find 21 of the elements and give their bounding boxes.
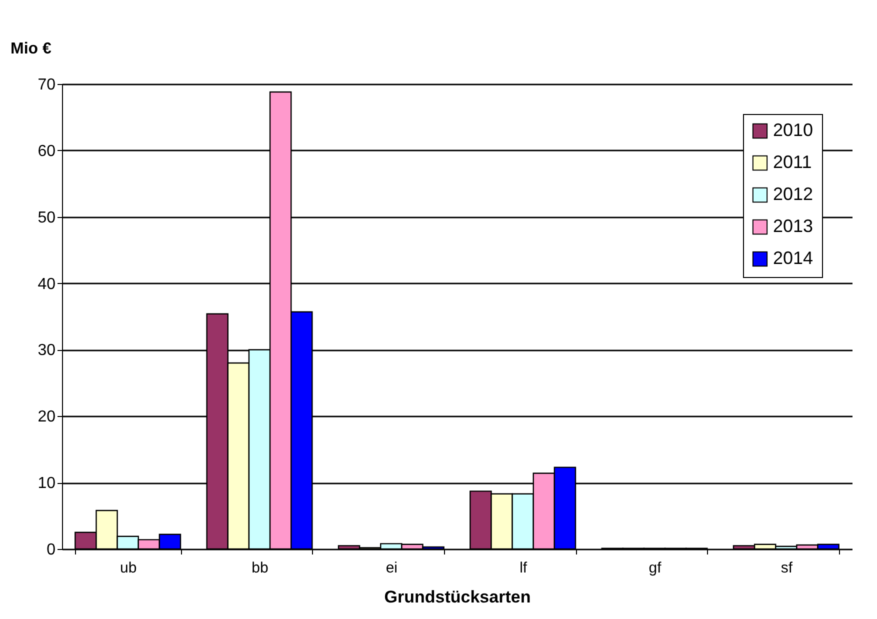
x-tick-label: ub (120, 560, 137, 576)
y-tick-label: 70 (38, 76, 56, 94)
y-axis-title: Mio € (10, 40, 52, 58)
y-tick-label: 40 (38, 276, 56, 293)
legend-label: 2013 (773, 216, 814, 236)
x-axis-title: Grundstücksarten (384, 588, 531, 606)
legend-label: 2014 (773, 248, 814, 268)
legend-label: 2010 (773, 120, 814, 140)
y-tick-label: 30 (38, 342, 56, 360)
x-tick-label: gf (648, 560, 662, 576)
legend-label: 2012 (773, 184, 814, 204)
legend-label: 2011 (773, 152, 812, 172)
y-tick-label: 60 (38, 142, 56, 160)
y-tick-label: 0 (46, 542, 56, 558)
y-tick-label: 10 (38, 475, 56, 492)
x-tick-label: lf (520, 560, 528, 576)
x-tick-label: sf (780, 560, 794, 576)
y-tick-label: 50 (38, 209, 56, 226)
x-tick-label: bb (252, 560, 268, 576)
y-tick-label: 20 (38, 408, 56, 426)
x-tick-label: ei (386, 560, 398, 576)
